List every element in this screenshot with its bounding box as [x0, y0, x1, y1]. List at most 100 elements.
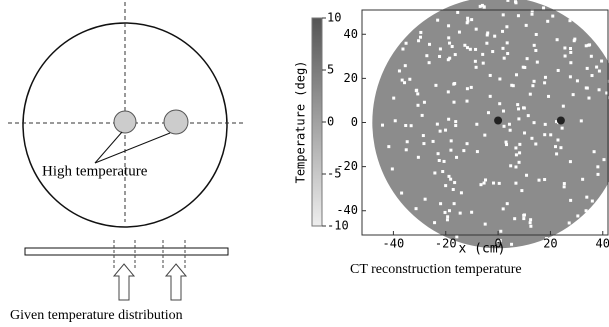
noise-pixel: [536, 61, 539, 64]
noise-pixel: [476, 150, 479, 153]
noise-pixel: [448, 42, 451, 45]
noise-pixel: [446, 215, 449, 218]
y-tick-label: 20: [344, 71, 358, 85]
noise-pixel: [498, 102, 501, 105]
noise-pixel: [585, 209, 588, 212]
noise-pixel: [503, 57, 506, 60]
noise-pixel: [484, 223, 487, 226]
noise-pixel: [483, 134, 486, 137]
noise-pixel: [400, 192, 403, 195]
noise-pixel: [466, 142, 469, 145]
noise-pixel: [514, 165, 517, 168]
noise-pixel: [410, 124, 413, 127]
noise-pixel: [458, 31, 461, 34]
noise-pixel: [416, 92, 419, 95]
noise-pixel: [568, 19, 571, 22]
noise-pixel: [455, 156, 458, 159]
noise-pixel: [535, 33, 538, 36]
noise-pixel: [501, 30, 504, 33]
noise-pixel: [454, 53, 457, 56]
colorbar-tick-label: -5: [327, 167, 341, 181]
noise-pixel: [569, 160, 572, 163]
noise-pixel: [422, 142, 425, 145]
colorbar-tick-label: 0: [327, 115, 334, 129]
noise-pixel: [421, 114, 424, 117]
noise-pixel: [428, 43, 431, 46]
noise-pixel: [405, 42, 408, 45]
noise-pixel: [425, 54, 428, 57]
arrow: [166, 264, 186, 300]
noise-pixel: [533, 80, 536, 83]
noise-pixel: [602, 158, 605, 161]
noise-pixel: [517, 107, 520, 110]
noise-pixel: [498, 77, 501, 80]
noise-pixel: [588, 43, 591, 46]
noise-pixel: [569, 61, 572, 64]
noise-pixel: [404, 64, 407, 67]
noise-pixel: [595, 66, 598, 69]
noise-pixel: [486, 33, 489, 36]
noise-pixel: [437, 152, 440, 155]
noise-pixel: [451, 45, 454, 48]
caption: CT reconstruction temperature: [350, 262, 522, 277]
noise-pixel: [484, 178, 487, 181]
noise-pixel: [533, 121, 536, 124]
noise-pixel: [517, 14, 520, 17]
x-tick-label: 40: [596, 237, 609, 251]
pointer: [95, 132, 122, 163]
noise-pixel: [454, 120, 457, 123]
noise-pixel: [596, 165, 599, 168]
noise-pixel: [447, 58, 450, 61]
noise-pixel: [417, 156, 420, 159]
noise-pixel: [405, 148, 408, 151]
noise-pixel: [531, 84, 534, 87]
noise-pixel: [530, 137, 533, 140]
sensor-bar: [25, 248, 228, 255]
noise-pixel: [522, 217, 525, 220]
noise-pixel: [559, 146, 562, 149]
noise-pixel: [512, 84, 515, 87]
pointer: [95, 133, 170, 163]
colorbar-tick-label: -10: [327, 219, 349, 233]
noise-pixel: [422, 134, 425, 137]
noise-pixel: [481, 4, 484, 7]
noise-pixel: [585, 196, 588, 199]
noise-pixel: [404, 124, 407, 127]
noise-pixel: [556, 38, 559, 41]
noise-pixel: [428, 61, 431, 64]
noise-pixel: [415, 207, 418, 210]
noise-pixel: [534, 142, 537, 145]
noise-pixel: [555, 152, 558, 155]
noise-pixel: [415, 89, 418, 92]
noise-pixel: [439, 202, 442, 205]
noise-pixel: [520, 189, 523, 192]
noise-pixel: [436, 123, 439, 126]
noise-pixel: [563, 46, 566, 49]
noise-pixel: [517, 117, 520, 120]
noise-pixel: [452, 188, 455, 191]
noise-pixel: [598, 88, 601, 91]
noise-pixel: [518, 161, 521, 164]
noise-pixel: [448, 209, 451, 212]
noise-pixel: [538, 179, 541, 182]
noise-pixel: [600, 60, 603, 63]
noise-pixel: [516, 103, 519, 106]
noise-pixel: [525, 24, 528, 27]
noise-pixel: [587, 97, 590, 100]
noise-pixel: [514, 182, 517, 185]
noise-pixel: [475, 28, 478, 31]
noise-pixel: [580, 119, 583, 122]
noise-pixel: [447, 118, 450, 121]
noise-pixel: [453, 82, 456, 85]
noise-pixel: [515, 73, 518, 76]
noise-pixel: [449, 149, 452, 152]
noise-pixel: [543, 133, 546, 136]
x-tick-label: -40: [383, 237, 405, 251]
noise-pixel: [416, 104, 419, 107]
noise-pixel: [434, 84, 437, 87]
x-tick-label: -20: [435, 237, 457, 251]
noise-pixel: [554, 145, 557, 148]
noise-pixel: [398, 69, 401, 72]
noise-pixel: [403, 81, 406, 84]
noise-pixel: [417, 39, 420, 42]
